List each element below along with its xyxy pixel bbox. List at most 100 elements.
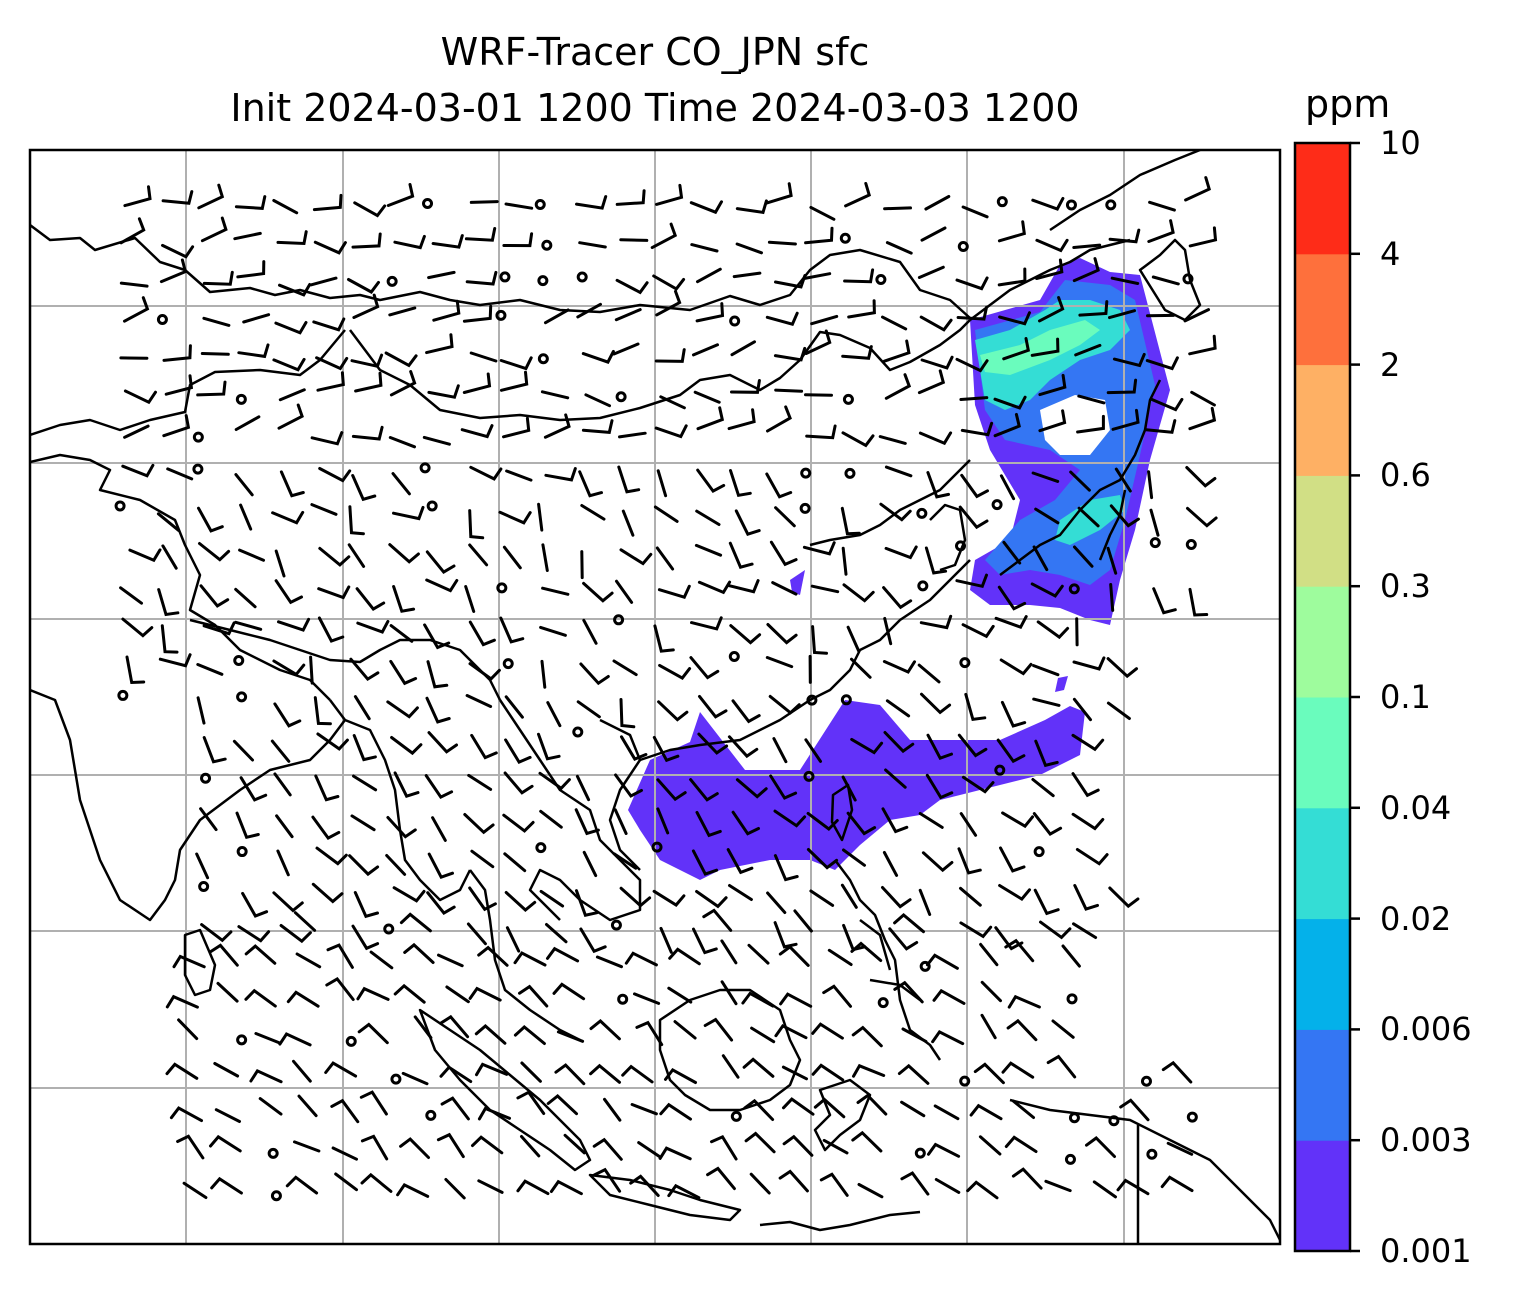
border-central-asia <box>30 329 346 437</box>
wind-barb <box>900 1100 926 1118</box>
wind-barb <box>973 1062 1005 1085</box>
plume-south-china-sea <box>628 700 1085 880</box>
wind-barb <box>360 1134 389 1161</box>
wind-barb <box>619 238 649 242</box>
wind-barb <box>1004 1135 1038 1153</box>
wind-barb <box>1149 508 1160 537</box>
wind-barb <box>324 1061 358 1078</box>
calm-wind-marker <box>1149 537 1161 549</box>
wind-barb <box>285 1175 319 1195</box>
wind-barb <box>1036 620 1070 640</box>
wind-barb <box>444 1178 466 1200</box>
wind-barb <box>822 984 852 1008</box>
wind-barb <box>934 1178 961 1194</box>
wind-barb <box>1035 258 1064 280</box>
wind-barb <box>544 467 577 482</box>
wind-barb <box>502 416 531 439</box>
plume-japan-core <box>980 320 1100 375</box>
wind-barb <box>295 952 322 969</box>
wind-barb <box>960 421 994 437</box>
wind-barb <box>504 891 537 912</box>
wind-barb <box>804 329 832 355</box>
wind-barb <box>999 474 1016 501</box>
calm-wind-marker <box>799 502 811 514</box>
wind-barb <box>239 776 268 802</box>
wind-barb <box>202 736 227 764</box>
wind-barb <box>843 268 875 284</box>
wind-barb <box>1030 337 1060 357</box>
wind-barb <box>615 189 646 206</box>
wind-barb <box>353 891 379 919</box>
wind-barb <box>1108 228 1141 244</box>
calm-wind-marker <box>537 275 549 287</box>
wind-barb <box>960 473 989 499</box>
wind-barb <box>540 390 570 400</box>
colorbar-segment <box>1295 697 1350 809</box>
calm-wind-marker <box>877 997 889 1009</box>
wind-barb <box>629 1174 660 1197</box>
wind-barb <box>959 396 989 401</box>
wind-barb <box>352 293 380 319</box>
wind-barb <box>465 694 493 708</box>
calm-wind-marker <box>499 271 511 283</box>
wind-barb <box>439 1065 473 1083</box>
wind-barb <box>436 1132 465 1159</box>
wind-barb <box>293 1140 321 1153</box>
wind-barb <box>696 267 722 284</box>
wind-barb <box>471 1135 504 1155</box>
wind-barb <box>956 305 988 321</box>
wind-barb <box>1035 238 1069 253</box>
calm-wind-marker <box>955 540 967 552</box>
wind-barb <box>233 231 262 241</box>
calm-wind-marker <box>345 1035 357 1047</box>
wind-barb <box>272 891 304 913</box>
wind-barb <box>619 886 652 908</box>
wind-barb <box>1076 414 1105 434</box>
wind-barb <box>310 503 338 516</box>
wind-barb <box>619 698 636 729</box>
colorbar-segment <box>1295 918 1350 1030</box>
calm-wind-marker <box>270 1190 282 1202</box>
wind-barb <box>313 696 332 726</box>
wind-barb <box>316 732 349 751</box>
wind-barb <box>272 199 299 215</box>
calm-wind-marker <box>1033 846 1045 858</box>
wind-barb <box>393 771 420 799</box>
wind-barb <box>882 586 913 610</box>
wind-barb <box>993 395 1027 410</box>
wind-barb <box>850 941 883 962</box>
wind-barb <box>119 281 149 288</box>
wind-barb <box>386 183 415 207</box>
wind-barb <box>196 663 224 676</box>
coast-japan <box>999 379 1162 576</box>
coast-myanmar <box>344 718 472 902</box>
wind-barb <box>633 992 661 1005</box>
wind-barb <box>918 431 953 446</box>
wind-barb <box>236 260 266 279</box>
wind-barb <box>766 891 787 914</box>
wind-barb <box>884 768 907 789</box>
wind-barb <box>278 283 312 297</box>
wind-barb <box>1106 546 1118 575</box>
wind-barb <box>961 205 989 219</box>
wind-barb <box>842 583 875 603</box>
wind-barb <box>468 986 502 1002</box>
wind-barb <box>347 543 366 568</box>
wind-barb <box>440 1096 470 1121</box>
wind-barb <box>621 509 635 537</box>
wind-barb <box>706 1166 736 1191</box>
wind-barb <box>166 467 194 481</box>
wind-barb <box>1152 587 1177 615</box>
wind-barb <box>693 390 721 404</box>
wind-barb <box>159 258 188 284</box>
wind-barb <box>270 739 291 763</box>
wind-barb <box>1119 1098 1150 1122</box>
wind-barb <box>312 193 343 212</box>
wind-barb <box>272 659 306 677</box>
wind-barb <box>352 734 377 762</box>
wind-barb <box>961 623 995 639</box>
calm-wind-marker <box>651 841 663 853</box>
wind-barb <box>810 314 839 326</box>
calm-wind-marker <box>730 1110 742 1122</box>
calm-wind-marker <box>1185 539 1197 551</box>
